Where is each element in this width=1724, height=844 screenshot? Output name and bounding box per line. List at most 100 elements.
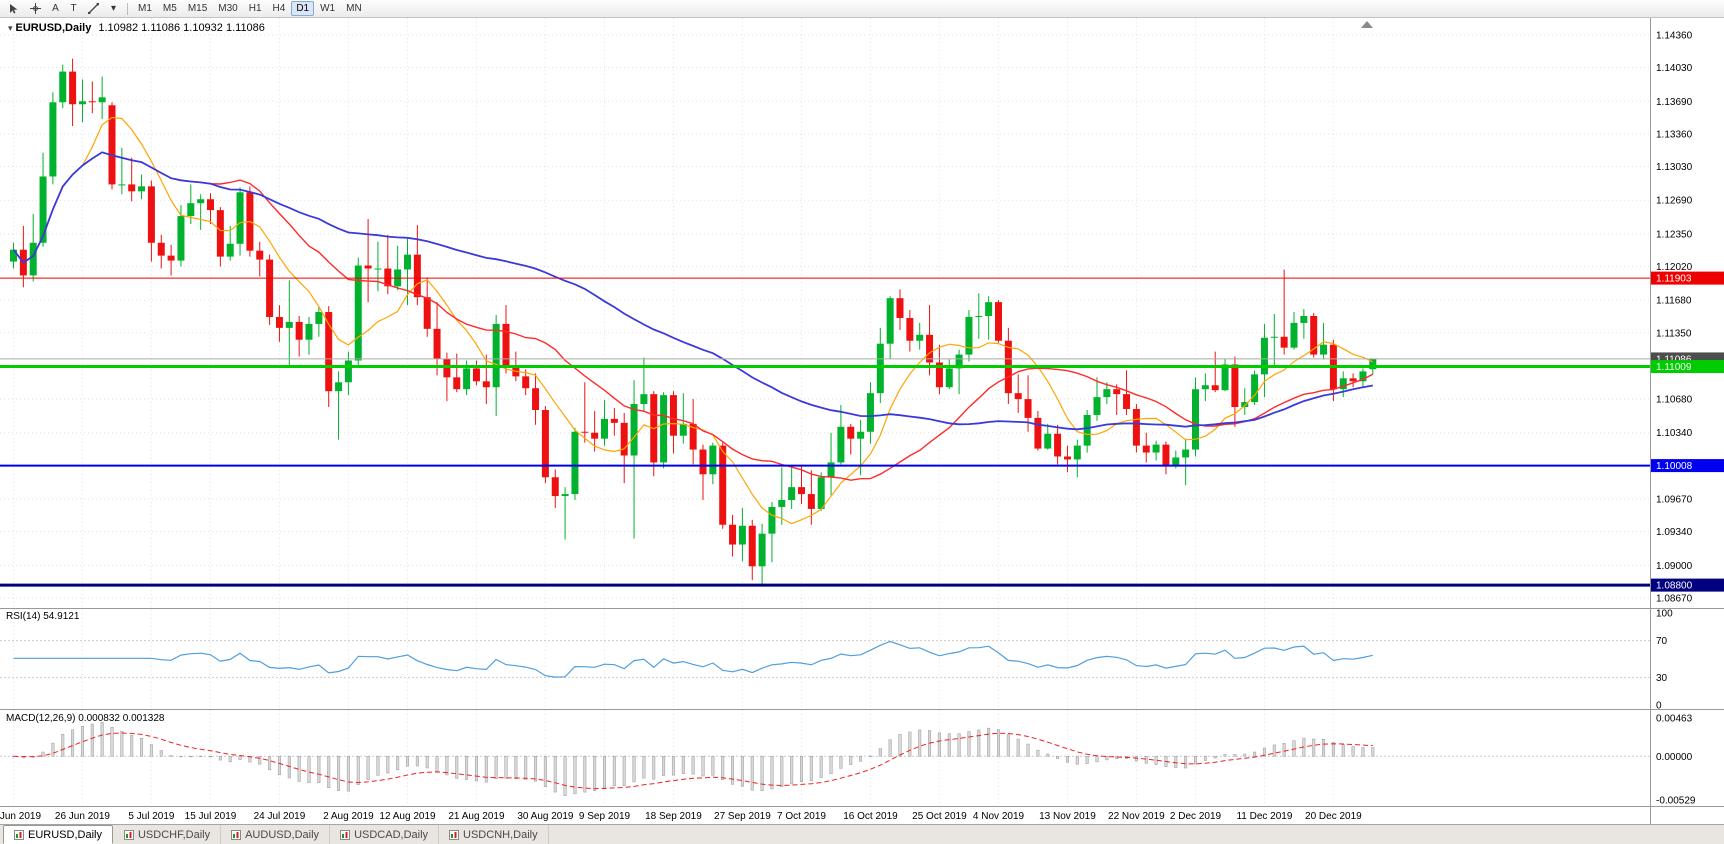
svg-text:21 Aug 2019: 21 Aug 2019 bbox=[448, 811, 505, 822]
price-tags-layer: 1.11086 1.11903 1.11009 1.10008 1.08800 bbox=[1651, 271, 1724, 592]
svg-text:1.14030: 1.14030 bbox=[1656, 63, 1693, 74]
svg-text:1.12020: 1.12020 bbox=[1656, 262, 1693, 273]
tools-dropdown-button[interactable]: ▾ bbox=[105, 1, 122, 16]
toolbar-separator bbox=[127, 2, 128, 15]
timeframe-h4-button[interactable]: H4 bbox=[268, 1, 291, 16]
svg-text:1.10340: 1.10340 bbox=[1656, 428, 1693, 439]
svg-text:0: 0 bbox=[1656, 701, 1662, 712]
chart-tab-label: AUDUSD,Daily bbox=[245, 828, 320, 841]
timeframe-m5-button[interactable]: M5 bbox=[158, 1, 182, 16]
timeframe-m30-button[interactable]: M30 bbox=[213, 1, 242, 16]
mini-chart-icon bbox=[231, 829, 242, 840]
macd-histogram bbox=[12, 722, 1375, 796]
svg-text:18 Sep 2019: 18 Sep 2019 bbox=[645, 811, 702, 822]
macd-signal-line bbox=[13, 732, 1373, 790]
svg-text:13 Nov 2019: 13 Nov 2019 bbox=[1039, 811, 1096, 822]
svg-text:15 Jul 2019: 15 Jul 2019 bbox=[185, 811, 237, 822]
svg-text:0.00000: 0.00000 bbox=[1656, 752, 1693, 763]
svg-text:9 Sep 2019: 9 Sep 2019 bbox=[579, 811, 631, 822]
chart-tab-bar: EURUSD,Daily USDCHF,Daily AUDUSD,Daily USDC… bbox=[0, 824, 1724, 844]
svg-text:1.13030: 1.13030 bbox=[1656, 162, 1693, 173]
svg-text:1.11680: 1.11680 bbox=[1656, 296, 1692, 307]
svg-text:1.09000: 1.09000 bbox=[1656, 561, 1693, 572]
svg-text:22 Nov 2019: 22 Nov 2019 bbox=[1108, 811, 1165, 822]
price-tag-1.11009 bbox=[1651, 360, 1724, 374]
svg-text:4 Nov 2019: 4 Nov 2019 bbox=[973, 811, 1025, 822]
price-axis-bg bbox=[1651, 18, 1724, 824]
rsi-line bbox=[13, 640, 1373, 678]
timeframe-d1-button[interactable]: D1 bbox=[291, 1, 315, 16]
chart-tab-eurusd[interactable]: EURUSD,Daily bbox=[3, 825, 113, 844]
chart-shift-marker[interactable] bbox=[1361, 21, 1373, 28]
price-axis[interactable]: 1.14360 1.14030 1.13690 1.13360 1.13030 1.126… bbox=[1656, 31, 1693, 605]
timeframe-m15-button[interactable]: M15 bbox=[183, 1, 212, 16]
cursor-icon bbox=[10, 4, 18, 14]
chart-canvas[interactable]: 1.14360 1.14030 1.13690 1.13360 1.13030 1.126… bbox=[0, 18, 1724, 824]
timeframe-toolbar: M1 M5 M15 M30 H1 H4 D1 W1 MN bbox=[133, 1, 367, 16]
text-tool-button[interactable]: T bbox=[65, 1, 82, 16]
cursor-tool-button[interactable] bbox=[3, 1, 24, 16]
svg-text:27 Sep 2019: 27 Sep 2019 bbox=[714, 811, 771, 822]
indicator-axis-labels: 100 70 30 0 0.00463 0.00000 -0.00529 bbox=[1656, 609, 1696, 807]
chart-tab-label: USDCAD,Daily bbox=[354, 828, 429, 841]
price-tag-1.08800 bbox=[1651, 578, 1724, 592]
svg-text:1.14360: 1.14360 bbox=[1656, 31, 1693, 42]
arrow-tools-button[interactable]: A bbox=[47, 1, 64, 16]
mini-chart-icon bbox=[340, 829, 351, 840]
chart-tab-audusd[interactable]: AUDUSD,Daily bbox=[221, 825, 331, 844]
svg-text:7 Oct 2019: 7 Oct 2019 bbox=[777, 811, 826, 822]
chart-tab-usdchf[interactable]: USDCHF,Daily bbox=[114, 825, 222, 844]
trendline-tool-button[interactable] bbox=[83, 1, 104, 16]
trendline-icon bbox=[88, 3, 99, 14]
chart-tab-label: USDCNH,Daily bbox=[463, 828, 538, 841]
svg-text:1.08800: 1.08800 bbox=[1656, 581, 1693, 592]
svg-text:70: 70 bbox=[1656, 636, 1668, 647]
svg-text:1.11350: 1.11350 bbox=[1656, 328, 1692, 339]
timeframe-m1-button[interactable]: M1 bbox=[133, 1, 157, 16]
time-axis[interactable]: 17 Jun 2019 26 Jun 2019 5 Jul 2019 15 Jul 2… bbox=[0, 811, 1362, 822]
svg-text:12 Aug 2019: 12 Aug 2019 bbox=[379, 811, 436, 822]
svg-text:1.08670: 1.08670 bbox=[1656, 593, 1693, 604]
crosshair-icon bbox=[30, 3, 41, 14]
price-tag-1.11903 bbox=[1651, 271, 1724, 285]
chevron-down-icon: ▾ bbox=[110, 3, 117, 14]
svg-text:24 Jul 2019: 24 Jul 2019 bbox=[254, 811, 306, 822]
svg-text:30 Aug 2019: 30 Aug 2019 bbox=[517, 811, 574, 822]
moving-average-55-line bbox=[12, 151, 1373, 431]
svg-text:0.00463: 0.00463 bbox=[1656, 714, 1693, 725]
svg-text:1.09340: 1.09340 bbox=[1656, 527, 1693, 538]
svg-text:1.12690: 1.12690 bbox=[1656, 196, 1693, 207]
crosshair-tool-button[interactable] bbox=[25, 1, 46, 16]
svg-text:1.09670: 1.09670 bbox=[1656, 495, 1693, 506]
svg-text:1.11009: 1.11009 bbox=[1656, 362, 1692, 373]
timeframe-mn-button[interactable]: MN bbox=[341, 1, 367, 16]
mini-chart-icon bbox=[14, 829, 24, 840]
timeframe-h1-button[interactable]: H1 bbox=[244, 1, 267, 16]
chart-tab-label: EURUSD,Daily bbox=[28, 828, 102, 841]
svg-text:25 Oct 2019: 25 Oct 2019 bbox=[912, 811, 967, 822]
svg-text:1.13360: 1.13360 bbox=[1656, 129, 1693, 140]
svg-text:1.10680: 1.10680 bbox=[1656, 395, 1693, 406]
mini-chart-icon bbox=[449, 829, 460, 840]
timeframe-w1-button[interactable]: W1 bbox=[315, 1, 340, 16]
moving-average-21-line bbox=[12, 151, 1374, 481]
chart-tab-usdcad[interactable]: USDCAD,Daily bbox=[330, 825, 440, 844]
svg-text:1.13690: 1.13690 bbox=[1656, 97, 1693, 108]
svg-text:-0.00529: -0.00529 bbox=[1656, 796, 1696, 807]
price-tag-1.10008 bbox=[1651, 459, 1724, 473]
svg-text:1.12350: 1.12350 bbox=[1656, 229, 1693, 240]
grid-layer bbox=[0, 18, 1650, 806]
svg-text:1.10008: 1.10008 bbox=[1656, 461, 1693, 472]
svg-text:16 Oct 2019: 16 Oct 2019 bbox=[843, 811, 898, 822]
chart-area[interactable]: 1.14360 1.14030 1.13690 1.13360 1.13030 1.126… bbox=[0, 18, 1724, 824]
svg-text:17 Jun 2019: 17 Jun 2019 bbox=[0, 811, 41, 822]
svg-text:2 Dec 2019: 2 Dec 2019 bbox=[1170, 811, 1222, 822]
toolbar: A T ▾ M1 M5 M15 M30 H1 H4 D1 W1 MN bbox=[0, 0, 1724, 18]
chart-tab-label: USDCHF,Daily bbox=[137, 828, 211, 841]
chart-tab-usdcnh[interactable]: USDCNH,Daily bbox=[439, 825, 549, 844]
svg-text:11 Dec 2019: 11 Dec 2019 bbox=[1236, 811, 1292, 822]
svg-text:30: 30 bbox=[1656, 673, 1668, 684]
svg-text:100: 100 bbox=[1656, 609, 1673, 620]
moving-average-8-line bbox=[13, 116, 1374, 525]
svg-text:2 Aug 2019: 2 Aug 2019 bbox=[323, 811, 374, 822]
